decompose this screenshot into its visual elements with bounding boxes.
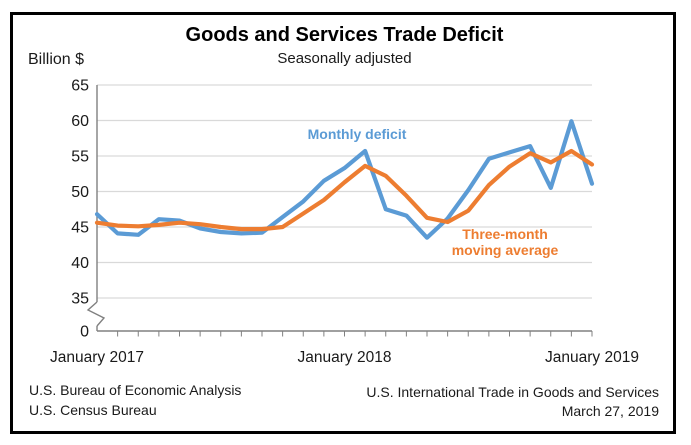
source-line-census: U.S. Census Bureau — [29, 402, 157, 418]
moving-average-series-label: Three-month moving average — [443, 226, 567, 258]
chart-subtitle: Seasonally adjusted — [277, 50, 412, 67]
chart-title: Goods and Services Trade Deficit — [185, 24, 504, 46]
y-tick-label: 55 — [71, 149, 89, 166]
release-date: March 27, 2019 — [561, 403, 659, 419]
y-tick-label: 40 — [71, 255, 89, 272]
x-tick-label: January 2018 — [298, 349, 392, 366]
y-tick-label: 65 — [71, 78, 89, 95]
y-tick-label: 60 — [71, 113, 89, 130]
moving-average-series-label-line2: moving average — [451, 242, 559, 258]
release-title: U.S. International Trade in Goods and Se… — [366, 384, 659, 400]
y-axis-title: Billion $ — [28, 51, 85, 68]
series-line-three-month-moving-average — [94, 148, 595, 232]
y-tick-label: 45 — [71, 220, 89, 237]
x-tick-label: January 2017 — [50, 349, 144, 366]
source-line-bea: U.S. Bureau of Economic Analysis — [29, 382, 242, 398]
y-tick-label: 0 — [80, 324, 89, 341]
y-tick-label: 35 — [71, 291, 89, 308]
moving-average-series-label-line1: Three-month — [462, 226, 548, 242]
y-axis-break-icon — [86, 301, 106, 327]
y-tick-label: 50 — [71, 184, 89, 201]
source-attribution: U.S. Bureau of Economic Analysis U.S. Ce… — [29, 380, 241, 420]
chart-frame — [10, 12, 676, 434]
x-tick-label: January 2019 — [545, 349, 639, 366]
monthly-deficit-series-label: Monthly deficit — [307, 126, 407, 142]
release-attribution: U.S. International Trade in Goods and Se… — [366, 383, 659, 421]
